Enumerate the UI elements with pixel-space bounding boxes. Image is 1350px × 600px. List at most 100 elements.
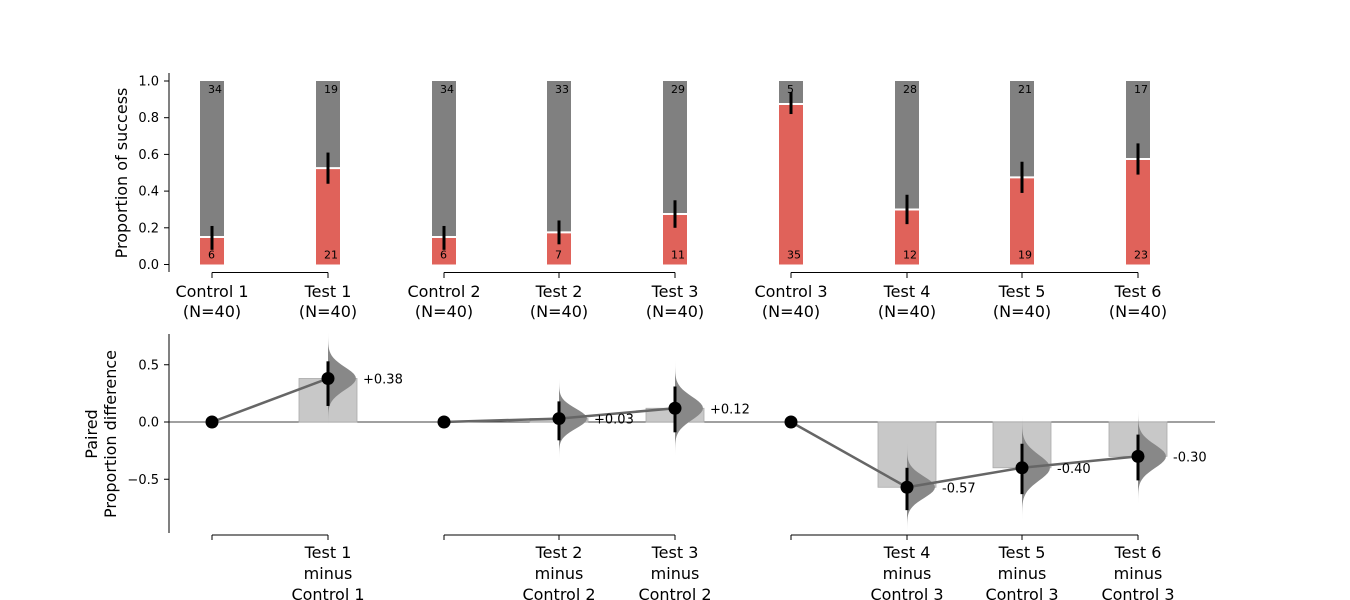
fail-bar bbox=[1010, 81, 1034, 178]
top-y-tick-label: 1.0 bbox=[138, 75, 159, 90]
comparison-label-line: Test 1 bbox=[304, 543, 352, 562]
paired-difference-plot: Paired Proportion difference 0.5 0.0 −0.5 +… bbox=[82, 332, 1215, 600]
comparison-label-line: Test 3 bbox=[651, 543, 699, 562]
comparison-label-line: Test 6 bbox=[1114, 543, 1162, 562]
success-count-label: 12 bbox=[903, 249, 917, 262]
fail-count-label: 33 bbox=[555, 83, 569, 96]
category-label: Test 1 bbox=[304, 282, 352, 301]
bootstrap-distribution bbox=[328, 332, 356, 425]
fail-count-label: 21 bbox=[1018, 83, 1032, 96]
success-count-label: 11 bbox=[671, 249, 685, 262]
difference-annotation: +0.03 bbox=[594, 413, 634, 428]
comparison-label-line: minus bbox=[1114, 564, 1163, 583]
category-label: Control 2 bbox=[407, 282, 480, 301]
proportion-plot: Proportion of success 0.0 0.2 0.4 0.6 0.8 1.0… bbox=[112, 73, 1167, 321]
difference-annotation: +0.38 bbox=[363, 372, 403, 387]
comparison-label-line: minus bbox=[304, 564, 353, 583]
bottom-y-tick-label: −0.5 bbox=[127, 473, 159, 488]
comparison-label-line: Control 1 bbox=[291, 585, 364, 600]
category-label: Control 3 bbox=[754, 282, 827, 301]
fail-count-label: 17 bbox=[1134, 83, 1148, 96]
category-n-label: (N=40) bbox=[762, 302, 820, 321]
bottom-y-axis-title-line2: Proportion difference bbox=[101, 350, 120, 518]
top-y-axis-title: Proportion of success bbox=[112, 88, 131, 259]
success-count-label: 6 bbox=[208, 249, 215, 262]
comparison-label-line: Control 3 bbox=[1101, 585, 1174, 600]
category-n-label: (N=40) bbox=[646, 302, 704, 321]
success-count-label: 7 bbox=[555, 249, 562, 262]
fail-bar bbox=[663, 81, 687, 215]
fail-count-label: 34 bbox=[208, 83, 222, 96]
category-label: Test 4 bbox=[883, 282, 931, 301]
control-point bbox=[784, 415, 798, 429]
fail-bar bbox=[547, 81, 571, 233]
success-bar bbox=[1126, 158, 1150, 265]
fail-count-label: 34 bbox=[440, 83, 454, 96]
control-point bbox=[437, 415, 451, 429]
fail-bar bbox=[432, 81, 456, 237]
difference-point bbox=[321, 371, 335, 385]
comparison-label-line: Control 2 bbox=[522, 585, 595, 600]
success-bar bbox=[779, 103, 803, 265]
difference-annotation: -0.30 bbox=[1173, 450, 1207, 465]
bootstrap-distribution bbox=[907, 444, 935, 531]
comparison-label-line: Control 3 bbox=[985, 585, 1058, 600]
comparison-label-line: Test 5 bbox=[998, 543, 1046, 562]
comparison-label-line: Control 3 bbox=[870, 585, 943, 600]
top-y-tick-label: 0.8 bbox=[138, 111, 159, 126]
category-label: Test 5 bbox=[998, 282, 1046, 301]
comparison-label-line: minus bbox=[883, 564, 932, 583]
fail-count-label: 5 bbox=[787, 83, 794, 96]
bootstrap-distribution bbox=[1022, 416, 1050, 520]
difference-point bbox=[668, 401, 682, 415]
category-label: Test 6 bbox=[1114, 282, 1162, 301]
top-y-tick-label: 0.0 bbox=[138, 258, 159, 273]
category-n-label: (N=40) bbox=[1109, 302, 1167, 321]
top-y-tick-label: 0.6 bbox=[138, 148, 159, 163]
bottom-y-tick-label: 0.0 bbox=[138, 416, 159, 431]
fail-count-label: 28 bbox=[903, 83, 917, 96]
category-label: Test 2 bbox=[535, 282, 583, 301]
category-n-label: (N=40) bbox=[183, 302, 241, 321]
control-point bbox=[205, 415, 219, 429]
bottom-y-tick-label: 0.5 bbox=[138, 358, 159, 373]
comparison-label-line: Test 4 bbox=[883, 543, 931, 562]
difference-annotation: +0.12 bbox=[710, 402, 750, 417]
success-count-label: 23 bbox=[1134, 249, 1148, 262]
bootstrap-distribution bbox=[675, 361, 703, 455]
top-y-tick-label: 0.2 bbox=[138, 221, 159, 236]
fail-count-label: 29 bbox=[671, 83, 685, 96]
fail-bar bbox=[200, 81, 224, 237]
comparison-label-line: minus bbox=[535, 564, 584, 583]
fail-count-label: 19 bbox=[324, 83, 338, 96]
comparison-label-line: minus bbox=[651, 564, 700, 583]
comparison-label-line: Test 2 bbox=[535, 543, 583, 562]
category-n-label: (N=40) bbox=[878, 302, 936, 321]
difference-annotation: -0.57 bbox=[942, 481, 976, 496]
bottom-y-axis-title-line1: Paired bbox=[82, 409, 101, 458]
category-n-label: (N=40) bbox=[415, 302, 473, 321]
success-count-label: 21 bbox=[324, 249, 338, 262]
difference-point bbox=[1015, 461, 1029, 475]
difference-trend-line bbox=[211, 377, 329, 424]
comparison-label-line: minus bbox=[998, 564, 1047, 583]
category-n-label: (N=40) bbox=[530, 302, 588, 321]
difference-annotation: -0.40 bbox=[1057, 462, 1091, 477]
difference-trend-line bbox=[790, 420, 1139, 489]
success-count-label: 19 bbox=[1018, 249, 1032, 262]
comparison-label-line: Control 2 bbox=[638, 585, 711, 600]
difference-point bbox=[1131, 449, 1145, 463]
category-label: Control 1 bbox=[175, 282, 248, 301]
success-count-label: 6 bbox=[440, 249, 447, 262]
category-n-label: (N=40) bbox=[993, 302, 1051, 321]
top-y-tick-label: 0.4 bbox=[138, 185, 159, 200]
fail-bar bbox=[895, 81, 919, 210]
category-label: Test 3 bbox=[651, 282, 699, 301]
success-bar bbox=[316, 168, 340, 265]
success-count-label: 35 bbox=[787, 249, 801, 262]
category-n-label: (N=40) bbox=[299, 302, 357, 321]
difference-point bbox=[900, 480, 914, 494]
difference-point bbox=[552, 412, 566, 426]
bootstrap-distribution bbox=[1138, 409, 1166, 504]
